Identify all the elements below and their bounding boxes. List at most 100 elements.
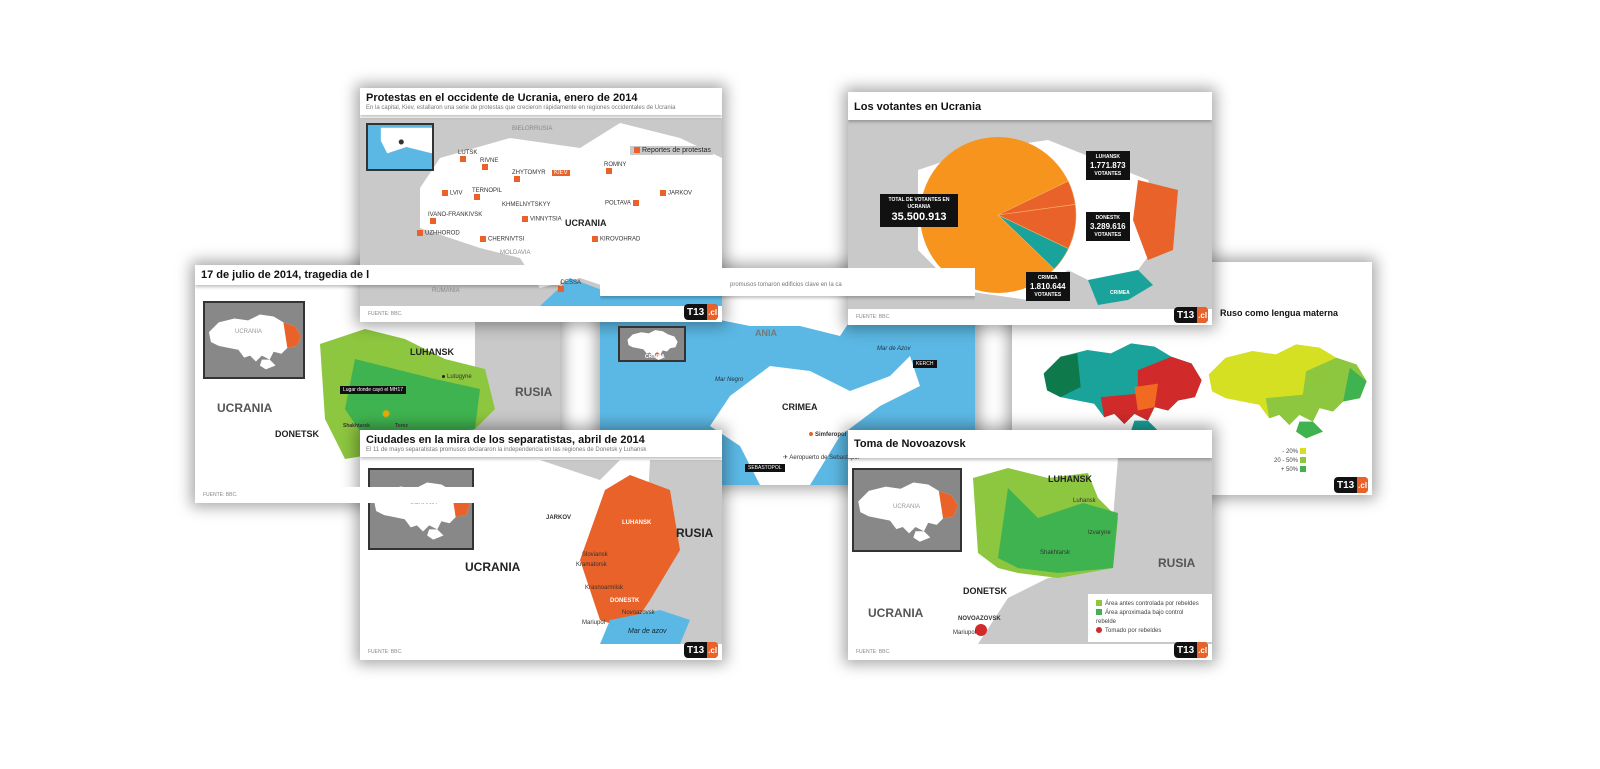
- label-rusia: RUSIA: [515, 385, 553, 399]
- label-crimea: CRIMEA: [782, 402, 818, 412]
- crimea-votes-box: CRIMEA 1.810.644 VOTANTES: [1026, 272, 1070, 302]
- legend-item: Área aproximada bajo control rebelde: [1096, 609, 1184, 625]
- city-rivne: RIVNE: [480, 158, 498, 171]
- card-title: 17 de julio de 2014, tragedia de l: [201, 269, 370, 281]
- label-rumania: RUMANIA: [432, 288, 460, 294]
- inset-map: [366, 123, 434, 171]
- card-toma: Toma de Novoazovsk UCRANIA LUHANSK Luhan…: [848, 430, 1212, 660]
- label-crimea: CRIMEA: [1110, 290, 1130, 296]
- t13-logo: T13 .cl: [684, 304, 718, 320]
- inset-map: [852, 468, 962, 552]
- label-rusia: RUSIA: [1158, 556, 1196, 570]
- label-ucrania: UCRANIA: [217, 401, 273, 415]
- label-mariupol: Mariupol: [582, 620, 606, 626]
- map-toma: UCRANIA LUHANSK Luhansk Izvaryne Shakhta…: [848, 458, 1212, 644]
- label-ucrania: UCRANIA: [465, 560, 521, 574]
- label-luhansk: LUHANSK: [410, 347, 454, 357]
- t13-logo: T13 .cl: [684, 642, 718, 658]
- label-luhansk-city: Luhansk: [1073, 498, 1096, 504]
- label-airport: ✈ Aeropuerto de Sebastopol: [783, 455, 860, 461]
- city-ivano-frankivsk: IVANO-FRANKIVSK: [428, 212, 482, 225]
- city-jarkov: JARKOV: [658, 190, 692, 197]
- card-title: Ruso como lengua materna: [1220, 308, 1339, 318]
- card-header: Ciudades en la mira de los separatistas,…: [360, 430, 722, 457]
- t13-logo: T13 .cl: [1334, 477, 1368, 493]
- city-uzhhorod: UZHHOROD: [415, 230, 460, 237]
- card-header: Protestas en el occidente de Ucrania, en…: [360, 88, 722, 115]
- city-chernivtsi: CHERNIVTSI: [478, 236, 524, 243]
- label-mar-azov: Mar de azov: [628, 628, 667, 635]
- label-krasnoarmiisk: Krasnoarmiisk: [585, 585, 624, 591]
- luhansk-votes-box: LUHANSK 1.771.873 VOTANTES: [1086, 151, 1130, 181]
- pie-slice-crimea: [997, 214, 1069, 270]
- legend: - 20% 20 - 50% + 50%: [1274, 448, 1309, 475]
- crash-site-icon: ✹: [381, 407, 392, 421]
- source-text: FUENTE: BBC.: [848, 309, 1212, 325]
- inset-label: CRIMEA: [645, 354, 665, 360]
- card-subtitle: En la capital, Kiev, estallaron una seri…: [366, 105, 676, 111]
- legend-item: Área antes controlada por rebeldes: [1096, 600, 1204, 609]
- city-kirovohrad: KIROVOHRAD: [590, 236, 640, 243]
- card-header: Los votantes en Ucrania: [848, 92, 1212, 120]
- source-text: FUENTE: BBC.: [360, 306, 722, 322]
- card-title: Ciudades en la mira de los separatistas,…: [366, 434, 645, 446]
- card-title: Los votantes en Ucrania: [854, 101, 982, 113]
- source-text: FUENTE: BBC.: [848, 644, 1212, 660]
- legend-item: - 20%: [1274, 448, 1309, 457]
- inset-map: [368, 468, 474, 550]
- label-mar-negro: Mar Negro: [715, 377, 744, 383]
- label-moldavia: MOLDAVIA: [500, 250, 531, 256]
- map-votantes: TOTAL DE VOTANTES EN UCRANIA 35.500.913 L…: [848, 120, 1212, 309]
- label-sebastopol: SEBASTOPOL: [745, 464, 785, 472]
- label-luhansk-region: LUHANSK: [1048, 474, 1092, 484]
- label-rusia: RUSIA: [676, 526, 714, 540]
- legend-item: + 50%: [1274, 466, 1309, 475]
- vote-map: [1043, 332, 1202, 442]
- label-kramatorsk: Kramatorsk: [576, 562, 607, 568]
- label-kerch: KERCH: [913, 360, 937, 368]
- inset-map: [618, 326, 686, 362]
- card-title: Toma de Novoazovsk: [854, 438, 966, 450]
- label-ucrania: ANIA: [755, 328, 777, 338]
- label-jarkov: JARKOV: [546, 515, 572, 521]
- label-ucrania: UCRANIA: [565, 218, 607, 228]
- card-header: 17 de julio de 2014, tragedia de l: [195, 265, 560, 285]
- label-donetsk: DONETSK: [963, 586, 1008, 596]
- airplane-icon: ✈: [783, 455, 789, 461]
- label-bielorrusia: BIELORRUSIA: [512, 126, 553, 132]
- label-novoazovsk: Novoazovsk: [622, 610, 655, 616]
- label-simferopol: Simferopol: [807, 432, 846, 438]
- total-votes-box: TOTAL DE VOTANTES EN UCRANIA 35.500.913: [880, 194, 958, 228]
- label-luhansk: LUHANSK: [622, 520, 652, 526]
- source-text: FUENTE: BBC.: [195, 487, 560, 503]
- card-header: promusos tomaron edificios clave en la c…: [600, 268, 975, 296]
- t13-logo: T13 .cl: [1174, 307, 1208, 323]
- callout-mh17: Lugar donde cayó el MH17: [340, 386, 407, 394]
- card-title: Protestas en el occidente de Ucrania, en…: [366, 92, 638, 104]
- city-khmelnytskyy: KHMELNYTSKYY: [502, 202, 551, 208]
- inset-label: UCRANIA: [410, 500, 438, 506]
- legend-item: Tomado por rebeldes: [1096, 627, 1204, 636]
- city-poltava: POLTAVA: [605, 200, 641, 207]
- label-donetsk: DONETSK: [275, 429, 320, 439]
- card-ciudades: Ciudades en la mira de los separatistas,…: [360, 430, 722, 660]
- label-shakhtarsk: Shakhtarsk: [1040, 550, 1071, 556]
- city-vinnytsia: VINNYTSIA: [520, 216, 562, 223]
- label-izvaryne: Izvaryne: [1088, 530, 1111, 536]
- label-ucrania: UCRANIA: [868, 606, 924, 620]
- legend: Área antes controlada por rebeldes Área …: [1088, 594, 1212, 642]
- city-ternopil: TERNOPIL: [472, 188, 502, 201]
- card-header: Toma de Novoazovsk: [848, 430, 1212, 458]
- source-text: FUENTE: BBC.: [360, 644, 722, 660]
- label-sloviansk: Sloviansk: [582, 552, 608, 558]
- donetsk-votes-box: DONESTK 3.289.616 VOTANTES: [1086, 212, 1130, 242]
- inset-map: [203, 301, 305, 379]
- inset-label: UCRANIA: [235, 329, 263, 335]
- city-kiev: KIEV: [552, 170, 570, 176]
- russian-language-map: [1202, 334, 1367, 439]
- card-subtitle: El 11 de mayo separatistas promusos decl…: [366, 447, 647, 453]
- legend-item: 20 - 50%: [1274, 457, 1309, 466]
- label-donetsk: DONESTK: [610, 598, 640, 604]
- inset-label: UCRANIA: [893, 504, 921, 510]
- legend-protests: Reportes de protestas: [630, 146, 713, 155]
